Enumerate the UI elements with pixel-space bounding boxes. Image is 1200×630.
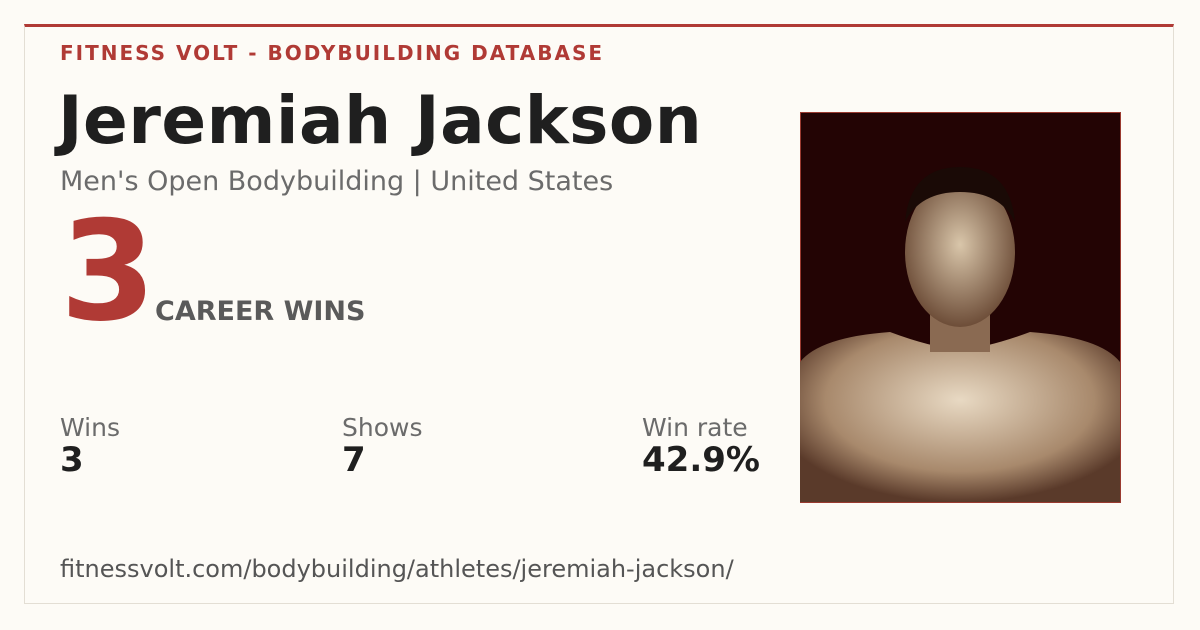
stat-value: 7 bbox=[342, 440, 366, 480]
card-frame bbox=[24, 24, 1174, 604]
site-title: FITNESS VOLT - BODYBUILDING DATABASE bbox=[60, 41, 605, 65]
athlete-subtitle: Men's Open Bodybuilding | United States bbox=[60, 166, 614, 197]
stat-label: Shows bbox=[342, 413, 423, 442]
stat-value: 42.9% bbox=[642, 440, 760, 480]
photo-torso bbox=[800, 332, 1120, 502]
stat-label: Wins bbox=[60, 413, 120, 442]
photo-hair bbox=[905, 167, 1015, 222]
profile-url: fitnessvolt.com/bodybuilding/athletes/je… bbox=[60, 555, 734, 583]
athlete-name: Jeremiah Jackson bbox=[58, 82, 703, 159]
stat-label: Win rate bbox=[642, 413, 748, 442]
hero-label: CAREER WINS bbox=[155, 296, 366, 327]
hero-value: 3 bbox=[60, 191, 157, 352]
athlete-photo bbox=[800, 112, 1121, 503]
stat-value: 3 bbox=[60, 440, 84, 480]
photo-head bbox=[905, 177, 1015, 327]
